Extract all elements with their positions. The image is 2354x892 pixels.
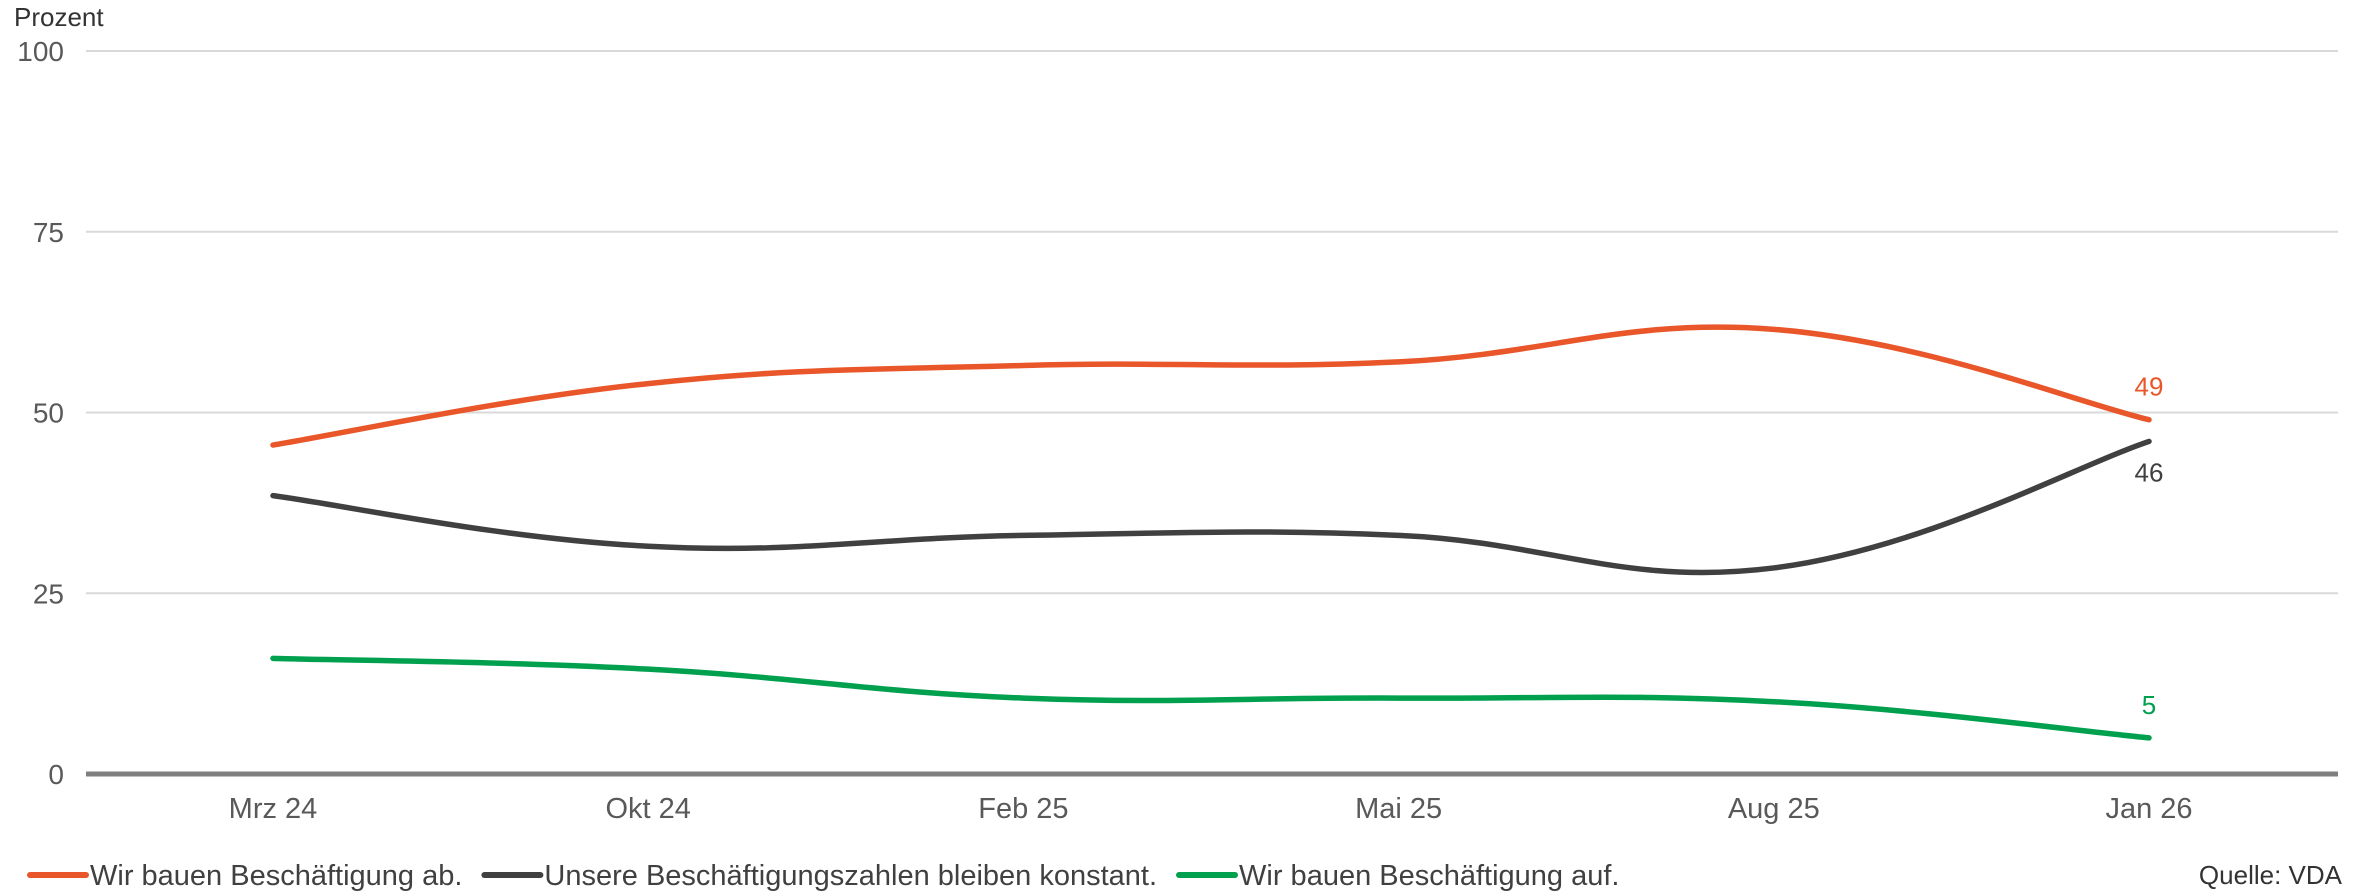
y-tick-label: 50 bbox=[33, 398, 64, 429]
series-line bbox=[270, 655, 2152, 741]
x-tick-label: Aug 25 bbox=[1728, 793, 1820, 825]
source-note: Quelle: VDA bbox=[2199, 860, 2343, 890]
legend-label: Wir bauen Beschäftigung ab. bbox=[90, 860, 462, 892]
x-tick-label: Feb 25 bbox=[978, 793, 1068, 825]
x-tick-label: Okt 24 bbox=[605, 793, 690, 825]
series-lines bbox=[270, 324, 2152, 741]
x-tick-label: Mai 25 bbox=[1355, 793, 1442, 825]
x-axis-ticks: Mrz 24 Okt 24 Feb 25 Mai 25 Aug 25 Jan 26 bbox=[229, 793, 2193, 825]
y-tick-label: 25 bbox=[33, 578, 64, 609]
x-tick-label: Jan 26 bbox=[2105, 793, 2192, 825]
y-tick-label: 0 bbox=[48, 759, 64, 790]
data-labels: 49 46 5 bbox=[2135, 372, 2164, 720]
legend: Wir bauen Beschäftigung ab. Unsere Beschä… bbox=[27, 860, 1620, 892]
data-label: 5 bbox=[2142, 690, 2156, 720]
legend-label: Unsere Beschäftigungszahlen bleiben kons… bbox=[544, 860, 1157, 892]
y-axis-ticks: 0 25 50 75 100 bbox=[17, 36, 64, 790]
data-label: 46 bbox=[2135, 457, 2164, 487]
legend-label: Wir bauen Beschäftigung auf. bbox=[1239, 860, 1619, 892]
y-axis-title: Prozent bbox=[14, 2, 104, 32]
x-tick-label: Mrz 24 bbox=[229, 793, 318, 825]
series-line bbox=[270, 438, 2152, 576]
y-tick-label: 100 bbox=[17, 36, 64, 67]
gridlines bbox=[86, 50, 2338, 595]
series-line bbox=[270, 324, 2152, 448]
y-tick-label: 75 bbox=[33, 217, 64, 248]
data-label: 49 bbox=[2135, 372, 2164, 402]
